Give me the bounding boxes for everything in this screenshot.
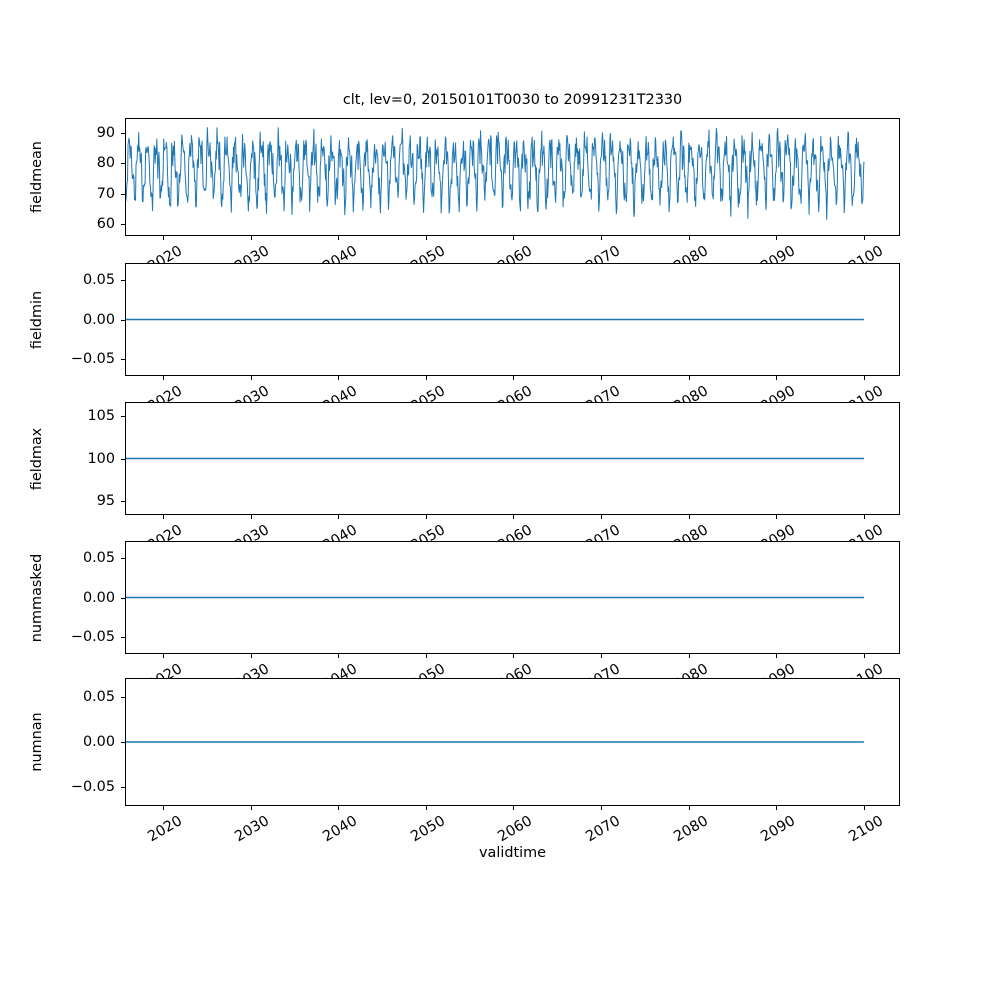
y-tick-mark bbox=[121, 458, 125, 460]
x-tick-mark bbox=[250, 376, 252, 380]
x-tick-mark bbox=[250, 654, 252, 658]
x-tick-mark bbox=[425, 236, 427, 240]
x-tick-mark bbox=[513, 376, 515, 380]
y-tick-label: 100 bbox=[87, 450, 115, 467]
x-tick-mark bbox=[513, 236, 515, 240]
x-tick-mark bbox=[162, 236, 164, 240]
y-tick-mark bbox=[121, 415, 125, 417]
x-tick-mark bbox=[338, 806, 340, 810]
x-tick-mark bbox=[425, 376, 427, 380]
x-tick-mark bbox=[863, 806, 865, 810]
y-tick-label: 0.05 bbox=[82, 689, 115, 705]
x-tick-mark bbox=[601, 806, 603, 810]
y-tick-mark bbox=[121, 597, 125, 599]
x-tick-mark bbox=[425, 806, 427, 810]
x-tick-mark bbox=[162, 515, 164, 519]
y-tick-mark bbox=[121, 359, 125, 361]
y-tick-label: 0.05 bbox=[82, 549, 115, 566]
y-tick-mark bbox=[121, 193, 125, 195]
x-tick-mark bbox=[425, 654, 427, 658]
y-tick-label: 80 bbox=[96, 155, 115, 172]
y-tick-mark bbox=[121, 637, 125, 639]
x-tick-mark bbox=[338, 236, 340, 240]
y-tick-mark bbox=[121, 279, 125, 281]
x-tick-mark bbox=[601, 376, 603, 380]
x-axis-label: validtime bbox=[479, 845, 546, 861]
x-tick-mark bbox=[776, 806, 778, 810]
plot-area-fieldmean bbox=[126, 119, 899, 235]
x-tick-mark bbox=[513, 806, 515, 810]
x-tick-mark bbox=[250, 236, 252, 240]
data-series-fieldmean bbox=[126, 127, 865, 220]
subplot-numnan bbox=[125, 678, 900, 806]
x-tick-mark bbox=[688, 654, 690, 658]
x-tick-mark bbox=[338, 515, 340, 519]
x-tick-mark bbox=[513, 515, 515, 519]
y-tick-label: 0.05 bbox=[82, 271, 115, 288]
x-tick-mark bbox=[601, 654, 603, 658]
x-tick-mark bbox=[776, 376, 778, 380]
y-tick-label: −0.05 bbox=[70, 351, 115, 368]
y-tick-label: 0.00 bbox=[82, 734, 115, 750]
x-tick-mark bbox=[162, 376, 164, 380]
data-series-fieldmax bbox=[126, 457, 864, 460]
plot-area-nummasked bbox=[126, 542, 899, 653]
y-tick-label: 0.00 bbox=[82, 311, 115, 328]
y-tick-mark bbox=[121, 742, 125, 744]
x-tick-mark bbox=[863, 515, 865, 519]
y-tick-mark bbox=[121, 787, 125, 789]
y-tick-mark bbox=[121, 557, 125, 559]
x-tick-mark bbox=[776, 515, 778, 519]
x-tick-mark bbox=[250, 515, 252, 519]
subplot-fieldmax bbox=[125, 402, 900, 515]
subplot-fieldmin bbox=[125, 263, 900, 376]
figure-title: clt, lev=0, 20150101T0030 to 20991231T23… bbox=[342, 92, 683, 108]
y-tick-label: 90 bbox=[96, 124, 115, 141]
x-tick-mark bbox=[688, 236, 690, 240]
y-tick-label: 95 bbox=[96, 493, 115, 510]
y-tick-mark bbox=[121, 224, 125, 226]
y-tick-mark bbox=[121, 132, 125, 134]
data-series-numnan bbox=[126, 741, 864, 743]
plot-area-fieldmin bbox=[126, 264, 899, 375]
x-tick-mark bbox=[776, 236, 778, 240]
x-tick-mark bbox=[776, 654, 778, 658]
x-tick-mark bbox=[513, 654, 515, 658]
x-tick-mark bbox=[863, 654, 865, 658]
y-tick-mark bbox=[121, 319, 125, 321]
x-tick-mark bbox=[601, 515, 603, 519]
x-tick-mark bbox=[338, 376, 340, 380]
y-axis-label-numnan: numnan bbox=[29, 712, 45, 772]
subplot-fieldmean bbox=[125, 118, 900, 236]
data-series-fieldmin bbox=[126, 318, 864, 321]
plot-area-fieldmax bbox=[126, 403, 899, 514]
x-tick-mark bbox=[863, 376, 865, 380]
x-tick-mark bbox=[338, 654, 340, 658]
y-tick-label: 0.00 bbox=[82, 589, 115, 606]
x-tick-mark bbox=[162, 654, 164, 658]
y-tick-label: −0.05 bbox=[70, 779, 115, 795]
plot-area-numnan bbox=[126, 679, 899, 805]
x-tick-mark bbox=[162, 806, 164, 810]
x-tick-mark bbox=[250, 806, 252, 810]
y-tick-mark bbox=[121, 501, 125, 503]
x-tick-mark bbox=[601, 236, 603, 240]
x-tick-mark bbox=[425, 515, 427, 519]
x-tick-mark bbox=[688, 376, 690, 380]
subplot-nummasked bbox=[125, 541, 900, 654]
y-tick-label: 60 bbox=[96, 216, 115, 233]
y-tick-mark bbox=[121, 697, 125, 699]
y-tick-mark bbox=[121, 163, 125, 165]
x-tick-mark bbox=[863, 236, 865, 240]
y-tick-label: −0.05 bbox=[70, 629, 115, 646]
x-tick-mark bbox=[688, 806, 690, 810]
x-tick-mark bbox=[688, 515, 690, 519]
data-series-nummasked bbox=[126, 596, 864, 599]
y-tick-label: 70 bbox=[96, 185, 115, 202]
y-tick-label: 105 bbox=[87, 407, 115, 424]
